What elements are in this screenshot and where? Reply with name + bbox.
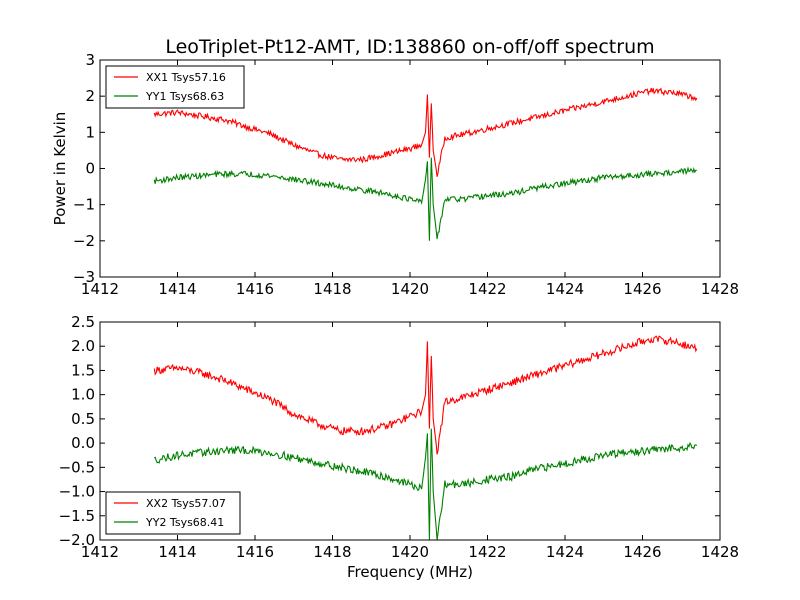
top-legend: XX1 Tsys57.16 YY1 Tsys68.63 [105, 65, 245, 109]
y-tick-label: −2 [73, 232, 95, 250]
top-y-axis-label: Power in Kelvin [51, 112, 69, 226]
x-tick-label: 1414 [158, 280, 196, 298]
top-panel: 1412 1414 1416 1418 1420 1422 1424 1426 1428 3 2 1 0… [51, 51, 739, 298]
legend-label: YY2 Tsys68.41 [145, 516, 224, 529]
x-tick-label: 1414 [158, 543, 196, 561]
x-tick-label: 1416 [236, 543, 274, 561]
y-tick-label: 0 [85, 160, 95, 178]
y-tick-label: 0.5 [71, 410, 95, 428]
legend-box [105, 65, 245, 109]
bottom-series-lines [153, 335, 698, 540]
series-line-xx [153, 87, 698, 177]
x-tick-label: 1428 [701, 280, 739, 298]
x-tick-label: 1418 [313, 543, 351, 561]
x-tick-label: 1424 [546, 280, 584, 298]
chart-title: LeoTriplet-Pt12-AMT, ID:138860 on-off/of… [165, 36, 654, 58]
series-line-xx [153, 335, 698, 455]
y-tick-label: 2 [85, 87, 95, 105]
y-tick-label: 3 [85, 51, 95, 69]
x-tick-label: 1424 [546, 543, 584, 561]
y-tick-label: −2.0 [59, 531, 95, 549]
legend-label: XX2 Tsys57.07 [146, 497, 226, 510]
legend-label: XX1 Tsys57.16 [146, 71, 226, 84]
x-tick-label: 1422 [468, 543, 506, 561]
x-tick-label: 1426 [623, 280, 661, 298]
top-ticks: 1412 1414 1416 1418 1420 1422 1424 1426 1428 3 2 1 0… [73, 51, 739, 298]
bottom-legend: XX2 Tsys57.07 YY2 Tsys68.41 [105, 491, 241, 535]
bottom-panel: 1412 1414 1416 1418 1420 1422 1424 1426 1428 2.5 2… [59, 313, 740, 561]
y-tick-label: 1 [85, 123, 95, 141]
x-tick-label: 1412 [81, 543, 119, 561]
y-tick-label: −1.5 [59, 507, 95, 525]
x-tick-label: 1412 [81, 280, 119, 298]
x-tick-label: 1418 [313, 280, 351, 298]
y-tick-label: −1 [73, 196, 95, 214]
legend-box [105, 491, 241, 535]
series-line-yy [153, 157, 697, 241]
y-tick-label: −1.0 [59, 483, 95, 501]
y-tick-label: 2.0 [71, 337, 95, 355]
legend-label: YY1 Tsys68.63 [145, 90, 224, 103]
x-axis-label: Frequency (MHz) [347, 563, 473, 581]
bottom-ticks: 1412 1414 1416 1418 1420 1422 1424 1426 1428 2.5 2… [59, 313, 740, 561]
y-tick-label: 0.0 [71, 434, 95, 452]
x-tick-label: 1420 [391, 543, 429, 561]
y-tick-label: −3 [73, 268, 95, 286]
x-tick-label: 1428 [701, 543, 739, 561]
x-tick-label: 1422 [468, 280, 506, 298]
x-tick-label: 1420 [391, 280, 429, 298]
y-tick-label: 1.5 [71, 361, 95, 379]
y-tick-label: −0.5 [59, 458, 95, 476]
top-series-lines [153, 87, 698, 241]
x-tick-label: 1416 [236, 280, 274, 298]
series-line-yy [153, 428, 698, 540]
y-tick-label: 1.0 [71, 386, 95, 404]
x-tick-label: 1426 [623, 543, 661, 561]
y-tick-label: 2.5 [71, 313, 95, 331]
